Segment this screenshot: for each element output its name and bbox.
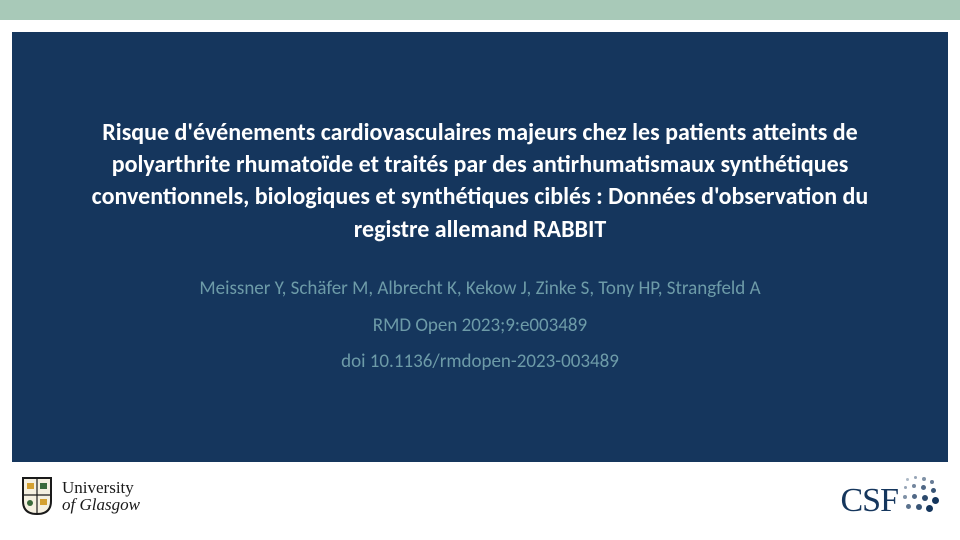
csf-text: CSF xyxy=(841,484,899,518)
university-logo: University of Glasgow xyxy=(20,475,140,517)
shield-icon xyxy=(20,475,54,517)
csf-logo: CSF xyxy=(841,474,941,518)
csf-dots-icon xyxy=(900,474,940,514)
slide-title: Risque d'événements cardiovasculaires ma… xyxy=(62,117,898,247)
citation-line: RMD Open 2023;9:e003489 xyxy=(373,311,587,341)
title-panel: Risque d'événements cardiovasculaires ma… xyxy=(12,32,948,462)
university-name-line1: University xyxy=(62,479,140,496)
authors-line: Meissner Y, Schäfer M, Albrecht K, Kekow… xyxy=(199,274,760,304)
university-text: University of Glasgow xyxy=(62,479,140,513)
top-accent-bar xyxy=(0,0,960,20)
footer: University of Glasgow CSF xyxy=(0,462,960,540)
doi-line: doi 10.1136/rmdopen-2023-003489 xyxy=(341,347,619,377)
university-name-line2: of Glasgow xyxy=(62,496,140,513)
